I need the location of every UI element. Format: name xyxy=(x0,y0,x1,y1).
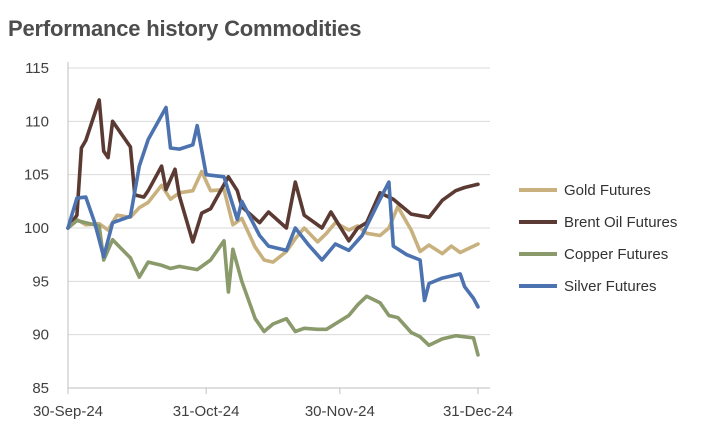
axes: 85 90 95 100 105 110 115 30-Sep-24 31-Oct-24 30-N… xyxy=(24,60,513,420)
y-tick-label: 115 xyxy=(25,60,49,77)
y-tick-label: 90 xyxy=(32,327,49,344)
series-line-silver-futures xyxy=(66,105,480,309)
legend-label-silver-futures: Silver Futures xyxy=(564,278,657,295)
y-tick-label: 100 xyxy=(24,220,49,237)
legend-label-copper-futures: Copper Futures xyxy=(564,246,668,263)
series-line-brent-oil-futures xyxy=(66,98,480,244)
y-tick-label: 85 xyxy=(32,380,49,397)
y-tick-label: 110 xyxy=(25,113,49,130)
legend: Gold Futures Brent Oil Futures Copper Futu… xyxy=(519,182,677,295)
x-tick-label: 30-Sep-24 xyxy=(33,403,103,420)
x-tick-label: 31-Dec-24 xyxy=(443,403,513,420)
series-lines xyxy=(66,98,480,357)
legend-label-gold-futures: Gold Futures xyxy=(564,182,651,199)
y-tick-label: 95 xyxy=(32,273,49,290)
series-line-copper-futures xyxy=(66,218,480,357)
x-tick-label: 31-Oct-24 xyxy=(173,403,240,420)
series-line-gold-futures xyxy=(66,169,480,264)
y-tick-label: 105 xyxy=(24,167,49,184)
x-tick-label: 30-Nov-24 xyxy=(305,403,375,420)
chart-title: Performance history Commodities xyxy=(8,16,362,41)
legend-label-brent-oil-futures: Brent Oil Futures xyxy=(564,214,677,231)
